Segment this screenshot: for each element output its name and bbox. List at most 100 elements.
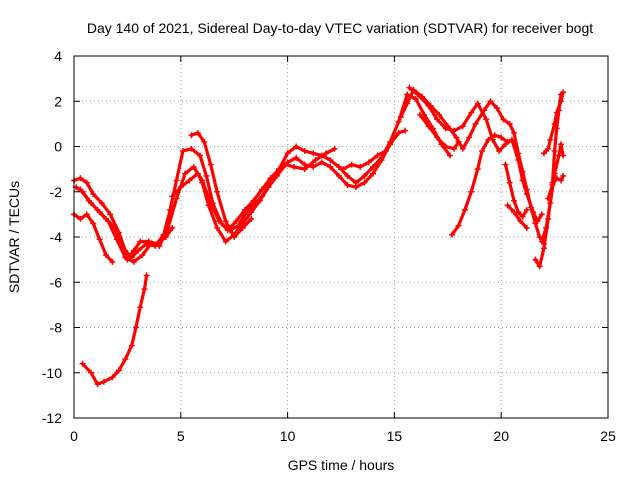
data-point — [323, 150, 330, 157]
data-point — [205, 202, 212, 209]
y-tick-label: -6 — [50, 274, 63, 290]
data-point — [523, 206, 530, 213]
data-point — [132, 324, 139, 331]
data-point — [111, 224, 118, 231]
data-point — [301, 166, 308, 173]
data-point — [169, 193, 176, 200]
x-tick-label: 15 — [387, 428, 403, 444]
x-axis-label: GPS time / hours — [288, 457, 395, 473]
data-point — [98, 200, 105, 207]
data-point — [207, 161, 214, 168]
data-series — [188, 129, 255, 240]
data-point — [504, 202, 511, 209]
series-line — [418, 113, 461, 151]
x-tick-label: 10 — [280, 428, 296, 444]
data-point — [498, 134, 505, 141]
data-point — [540, 150, 547, 157]
data-point — [194, 129, 201, 136]
data-point — [515, 157, 522, 164]
data-point — [387, 141, 394, 148]
data-point — [90, 191, 97, 198]
data-point — [545, 145, 552, 152]
y-tick-label: -12 — [42, 410, 62, 426]
data-point — [370, 163, 377, 170]
data-point — [508, 136, 515, 143]
data-point — [493, 105, 500, 112]
data-series — [545, 172, 567, 202]
data-point — [327, 163, 334, 170]
data-point — [397, 114, 404, 121]
data-point — [519, 177, 526, 184]
series-line — [341, 149, 388, 171]
data-series — [504, 202, 530, 231]
data-point — [348, 161, 355, 168]
data-point — [459, 145, 466, 152]
data-point — [109, 258, 116, 265]
data-point — [511, 209, 518, 216]
series-line — [80, 273, 149, 386]
y-tick-label: -2 — [50, 184, 63, 200]
data-point — [256, 197, 263, 204]
data-point — [370, 170, 377, 177]
data-point — [560, 172, 567, 179]
data-point — [519, 213, 526, 220]
data-point — [143, 272, 150, 279]
data-point — [540, 245, 547, 252]
data-point — [468, 188, 475, 195]
data-point — [483, 116, 490, 123]
data-point — [169, 224, 176, 231]
data-point — [177, 184, 184, 191]
data-point — [233, 218, 240, 225]
data-point — [103, 252, 110, 259]
data-point — [352, 184, 359, 191]
data-point — [340, 166, 347, 173]
data-point — [551, 120, 558, 127]
data-point — [248, 209, 255, 216]
data-point — [128, 342, 135, 349]
data-point — [543, 224, 550, 231]
data-point — [130, 247, 137, 254]
data-point — [83, 211, 90, 218]
data-point — [94, 381, 101, 388]
data-point — [194, 170, 201, 177]
data-point — [318, 159, 325, 166]
data-point — [517, 218, 524, 225]
data-point — [130, 258, 137, 265]
data-point — [502, 161, 509, 168]
data-point — [117, 240, 124, 247]
data-series — [540, 89, 567, 157]
data-point — [291, 163, 298, 170]
data-point — [538, 238, 545, 245]
data-series — [538, 141, 567, 245]
data-point — [442, 125, 449, 132]
data-point — [222, 218, 229, 225]
data-point — [442, 143, 449, 150]
data-point — [96, 236, 103, 243]
data-point — [468, 109, 475, 116]
data-point — [553, 109, 560, 116]
y-tick-label: -8 — [50, 320, 63, 336]
data-point — [137, 304, 144, 311]
data-point — [382, 148, 389, 155]
data-point — [547, 200, 554, 207]
data-point — [88, 369, 95, 376]
data-point — [487, 98, 494, 105]
data-series — [449, 132, 511, 238]
data-point — [344, 172, 351, 179]
data-point — [107, 211, 114, 218]
data-point — [258, 186, 265, 193]
data-point — [560, 89, 567, 96]
data-series — [77, 186, 176, 263]
data-point — [222, 238, 229, 245]
data-point — [434, 116, 441, 123]
plot-area — [71, 84, 567, 388]
data-point — [485, 136, 492, 143]
y-tick-label: -4 — [50, 229, 63, 245]
x-tick-label: 5 — [177, 428, 185, 444]
data-point — [173, 177, 180, 184]
data-point — [214, 224, 221, 231]
data-point — [141, 286, 148, 293]
data-point — [293, 143, 300, 150]
